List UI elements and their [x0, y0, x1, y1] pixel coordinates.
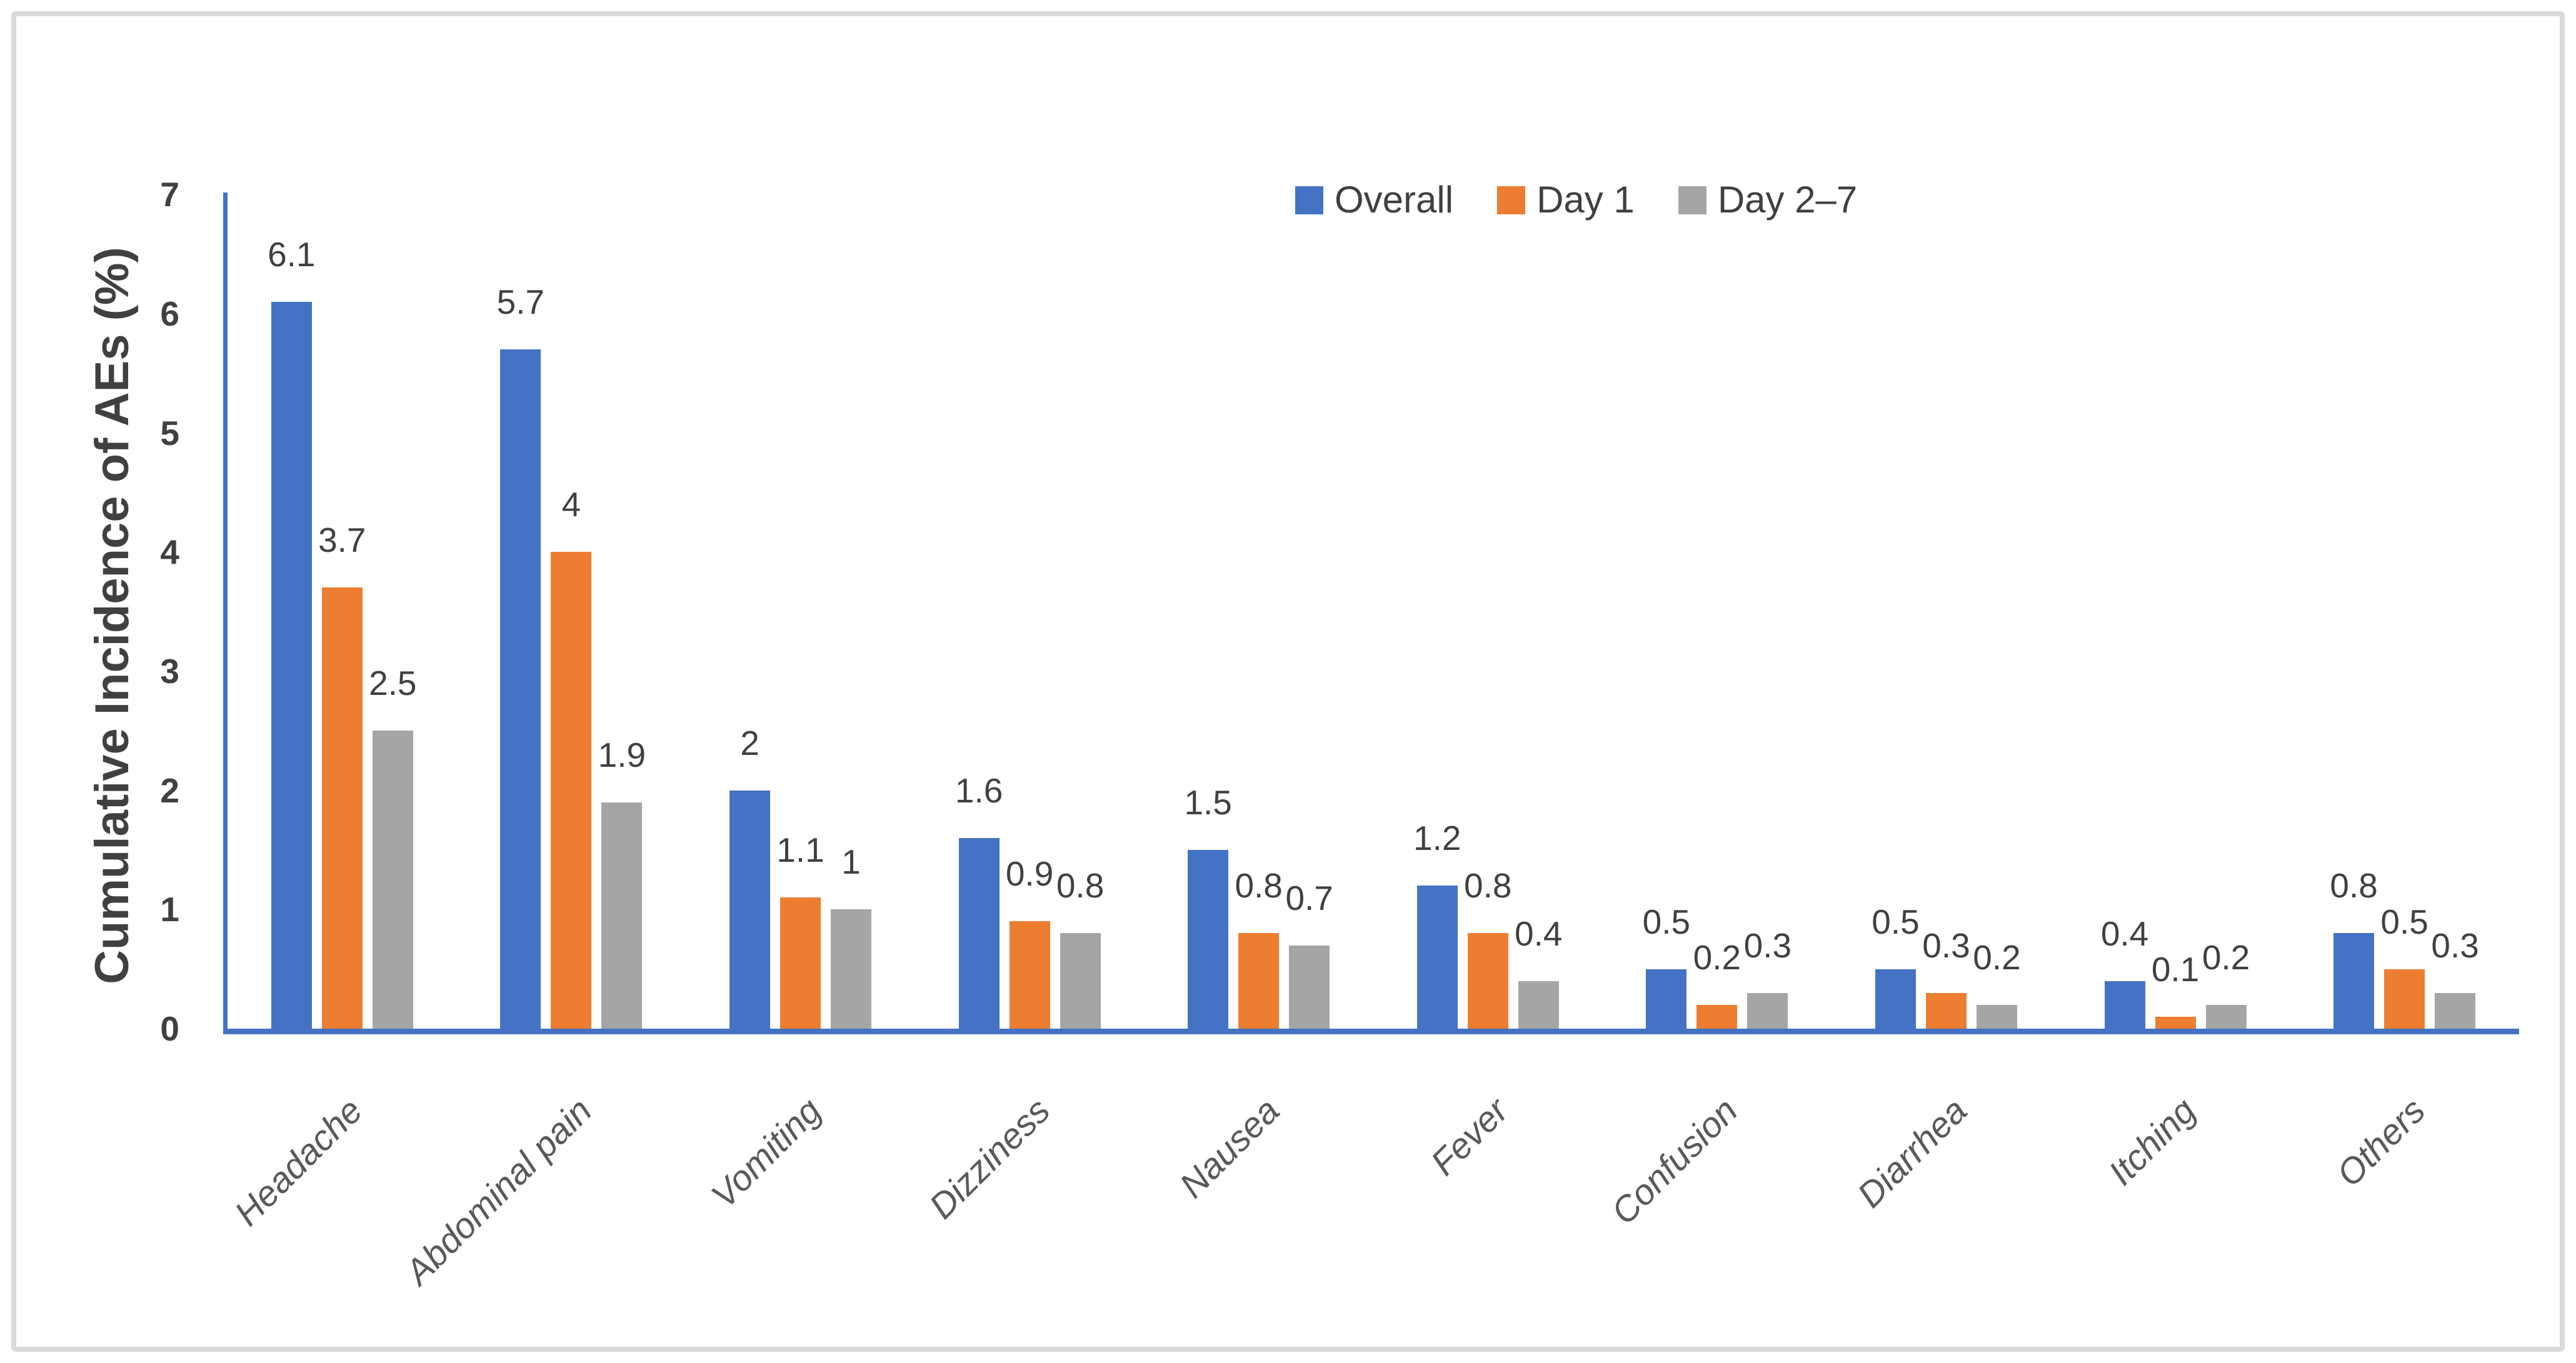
bar-value-label: 1.6	[955, 771, 1003, 810]
bar: 0.1	[2152, 952, 2199, 1029]
legend-swatch	[1295, 186, 1323, 214]
category-group: 2 1.1 1	[686, 194, 915, 1029]
bar-value-label: 1.5	[1184, 782, 1232, 822]
bar-value-label: 4	[561, 485, 581, 524]
bar-value-label: 0.8	[2330, 866, 2378, 906]
bar-value-label: 0.5	[1642, 902, 1691, 941]
legend-item: Day 2–7	[1678, 181, 1857, 219]
y-tick-label: 3	[160, 651, 179, 691]
bar-value-label: 1.9	[598, 735, 646, 774]
bar: 1.2	[1413, 821, 1461, 1029]
bar: 0.4	[2101, 916, 2148, 1029]
legend-item: Day 1	[1497, 181, 1635, 219]
bar-value-label: 6.1	[268, 234, 316, 274]
category-group: 1.6 0.9 0.8	[915, 194, 1145, 1029]
bar: 0.8	[2330, 869, 2378, 1029]
bar-value-label: 0.1	[2151, 949, 2200, 989]
legend-label: Day 1	[1536, 179, 1635, 221]
bar: 0.3	[1744, 928, 1792, 1029]
y-tick-label: 2	[160, 771, 179, 810]
legend-swatch	[1497, 186, 1526, 214]
bar: 0.8	[1056, 869, 1104, 1029]
category-group: 5.7 4 1.9	[457, 194, 686, 1029]
category-group: 0.4 0.1 0.2	[2061, 194, 2290, 1029]
bar-value-label: 2	[740, 723, 759, 762]
bar: 0.2	[2202, 940, 2250, 1029]
bar-value-label: 1.2	[1413, 819, 1461, 858]
bar: 4	[551, 487, 592, 1029]
bar: 0.2	[1693, 940, 1741, 1029]
bar: 1.5	[1184, 785, 1232, 1029]
bar-value-label: 0.2	[2202, 937, 2250, 977]
category-group: 1.5 0.8 0.7	[1144, 194, 1373, 1029]
bar: 3.7	[318, 523, 366, 1029]
bar: 0.7	[1285, 881, 1333, 1029]
bar: 0.8	[1464, 869, 1512, 1029]
bar: 0.9	[1006, 857, 1053, 1029]
y-tick-label: 5	[160, 413, 179, 452]
legend-label: Overall	[1335, 179, 1454, 221]
bar: 6.1	[268, 237, 316, 1029]
legend-swatch	[1678, 186, 1706, 214]
bar-value-label: 0.2	[1973, 937, 2021, 977]
bar: 0.4	[1515, 916, 1563, 1029]
bar-value-label: 0.8	[1464, 866, 1512, 906]
bar-value-label: 2.5	[369, 664, 417, 703]
bar-value-label: 0.4	[2100, 914, 2149, 953]
bar: 1	[830, 845, 871, 1029]
bar: 1.1	[776, 833, 824, 1029]
category-group: 0.5 0.2 0.3	[1603, 194, 1832, 1029]
bar: 0.5	[1872, 904, 1920, 1029]
y-tick-label: 7	[160, 175, 179, 214]
legend-label: Day 2–7	[1717, 179, 1858, 221]
bar-value-label: 3.7	[318, 521, 366, 560]
bar-value-label: 0.2	[1693, 937, 1742, 977]
legend: Overall Day 1 Day 2–7	[1295, 181, 1857, 219]
bar-value-label: 0.5	[2380, 902, 2428, 941]
bar: 1.6	[955, 773, 1003, 1029]
bar: 0.5	[2380, 904, 2428, 1029]
legend-item: Overall	[1295, 181, 1453, 219]
bar-value-label: 0.3	[1922, 926, 1970, 965]
bar-value-label: 0.8	[1235, 866, 1283, 906]
category-group: 6.1 3.7 2.5	[228, 194, 457, 1029]
bar-value-label: 5.7	[496, 282, 545, 322]
bar-value-label: 0.3	[1743, 926, 1792, 965]
category-group: 0.5 0.3 0.2	[1832, 194, 2061, 1029]
y-tick-label: 1	[160, 890, 179, 929]
bar-value-label: 1.1	[776, 831, 824, 870]
bar: 0.3	[2431, 928, 2479, 1029]
y-tick-label: 4	[160, 532, 179, 572]
plot-area: 6.1 3.7 2.5 5.7 4 1.9 2 1.1 1 1.6 0.9 0.8 1.5 0.8 0.7 1…	[228, 194, 2519, 1029]
bar: 2	[729, 726, 770, 1029]
bar-value-label: 0.4	[1515, 914, 1563, 953]
bar: 1.9	[598, 737, 646, 1029]
bar: 0.5	[1643, 904, 1690, 1029]
figure-frame	[11, 11, 2565, 1352]
bar-value-label: 1	[841, 842, 861, 882]
x-axis-line	[223, 1029, 2519, 1034]
y-axis-line	[223, 192, 228, 1034]
bar: 2.5	[369, 666, 417, 1029]
category-group: 0.8 0.5 0.3	[2290, 194, 2519, 1029]
bar-value-label: 0.5	[1872, 902, 1920, 941]
bar: 0.3	[1922, 928, 1970, 1029]
bar-value-label: 0.9	[1005, 854, 1054, 894]
bar: 0.2	[1973, 940, 2021, 1029]
y-tick-label: 6	[160, 294, 179, 333]
bar-value-label: 0.3	[2431, 926, 2479, 965]
bar-value-label: 0.7	[1285, 878, 1333, 917]
category-group: 1.2 0.8 0.4	[1373, 194, 1603, 1029]
bar-value-label: 0.8	[1056, 866, 1105, 906]
bar: 5.7	[497, 285, 544, 1029]
bar: 0.8	[1235, 869, 1283, 1029]
y-tick-label: 0	[160, 1009, 179, 1048]
